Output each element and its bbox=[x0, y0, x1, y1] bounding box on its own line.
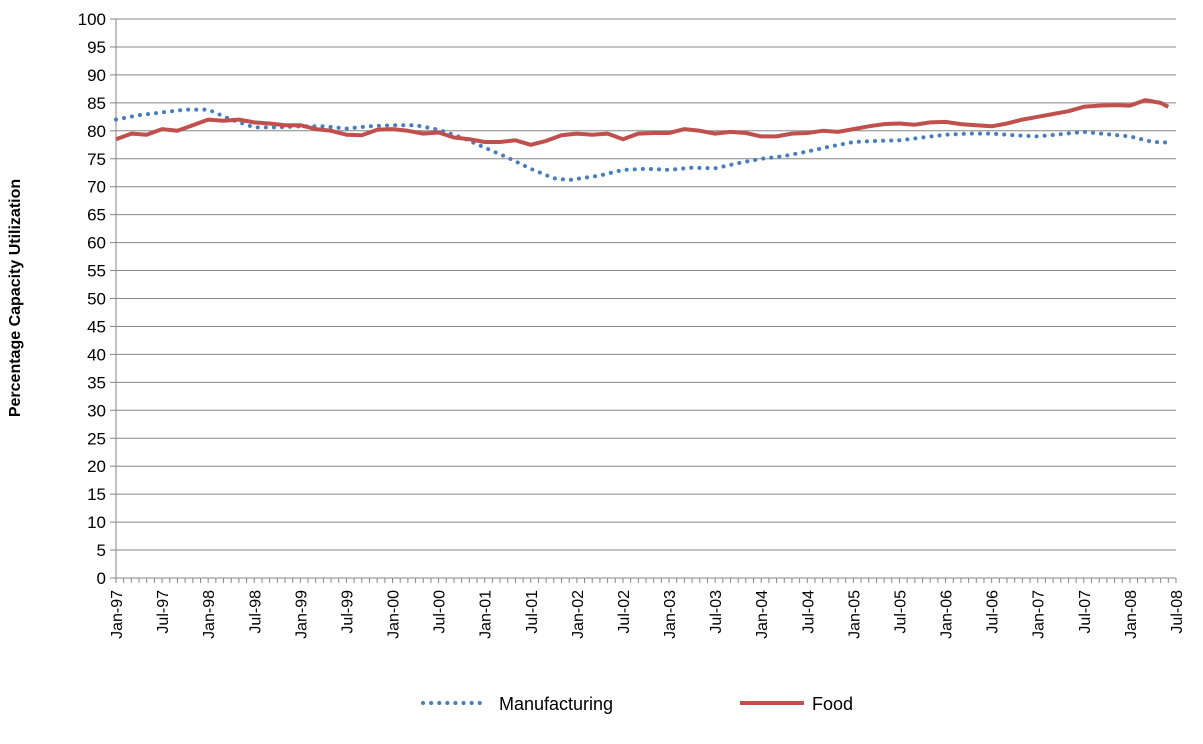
y-tick-label: 5 bbox=[97, 541, 106, 560]
x-tick-label: Jan-05 bbox=[846, 590, 863, 639]
series-line-food bbox=[115, 98, 1170, 147]
y-tick-label: 0 bbox=[97, 569, 106, 588]
x-tick-label: Jul-06 bbox=[985, 590, 1002, 634]
y-tick-label: 90 bbox=[87, 66, 106, 85]
x-tick-label: Jan-98 bbox=[201, 590, 218, 639]
y-tick-label: 35 bbox=[87, 373, 106, 392]
y-axis-ticks: 0 5 10 15 20 25 30 35 40 45 50 55 60 65 70 75 80 85 90 95 10… bbox=[78, 10, 116, 588]
y-tick-label: 65 bbox=[87, 206, 106, 225]
x-tick-label: Jan-02 bbox=[570, 590, 587, 639]
x-tick-label: Jul-07 bbox=[1077, 590, 1094, 634]
x-tick-label: Jul-05 bbox=[892, 590, 909, 634]
y-tick-label: 80 bbox=[87, 122, 106, 141]
gridlines bbox=[116, 18, 1176, 579]
y-tick-label: 60 bbox=[87, 234, 106, 253]
x-tick-label: Jul-99 bbox=[339, 590, 356, 634]
legend-label-manufacturing: Manufacturing bbox=[499, 694, 613, 714]
y-tick-label: 40 bbox=[87, 345, 106, 364]
x-tick-label: Jan-01 bbox=[478, 590, 495, 639]
x-tick-label: Jul-01 bbox=[524, 590, 541, 634]
x-axis-ticks: Jan-97 Jul-97 Jan-98 Jul-98 Jan-99 Jul-99 Jan-… bbox=[109, 578, 1186, 639]
legend: Manufacturing Food bbox=[421, 694, 853, 714]
x-tick-label: Jul-02 bbox=[616, 590, 633, 634]
x-tick-label: Jan-04 bbox=[754, 590, 771, 639]
y-tick-label: 95 bbox=[87, 38, 106, 57]
x-tick-label: Jan-97 bbox=[109, 590, 126, 639]
series-line-manufacturing bbox=[114, 107, 1171, 182]
y-tick-label: 25 bbox=[87, 429, 106, 448]
y-tick-label: 55 bbox=[87, 262, 106, 281]
x-tick-label: Jan-07 bbox=[1031, 590, 1048, 639]
x-tick-label: Jul-03 bbox=[708, 590, 725, 634]
y-tick-label: 85 bbox=[87, 94, 106, 113]
y-tick-label: 50 bbox=[87, 290, 106, 309]
y-tick-label: 45 bbox=[87, 317, 106, 336]
y-tick-label: 75 bbox=[87, 150, 106, 169]
x-tick-label: Jul-00 bbox=[432, 590, 449, 634]
y-tick-label: 10 bbox=[87, 513, 106, 532]
x-tick-label: Jul-97 bbox=[155, 590, 172, 634]
y-tick-label: 20 bbox=[87, 457, 106, 476]
x-tick-label: Jul-04 bbox=[800, 590, 817, 634]
y-axis-label: Percentage Capacity Utilization bbox=[7, 179, 24, 417]
x-tick-label: Jan-00 bbox=[386, 590, 403, 639]
y-tick-label: 100 bbox=[78, 10, 106, 29]
x-tick-label: Jan-08 bbox=[1123, 590, 1140, 639]
x-tick-label: Jul-98 bbox=[247, 590, 264, 634]
x-tick-label: Jan-03 bbox=[662, 590, 679, 639]
x-tick-label: Jan-99 bbox=[293, 590, 310, 639]
legend-label-food: Food bbox=[812, 694, 853, 714]
series-lines bbox=[114, 98, 1171, 182]
x-tick-label: Jan-06 bbox=[939, 590, 956, 639]
x-tick-label: Jul-08 bbox=[1169, 590, 1186, 634]
y-tick-label: 30 bbox=[87, 401, 106, 420]
y-tick-label: 70 bbox=[87, 178, 106, 197]
y-tick-label: 15 bbox=[87, 485, 106, 504]
